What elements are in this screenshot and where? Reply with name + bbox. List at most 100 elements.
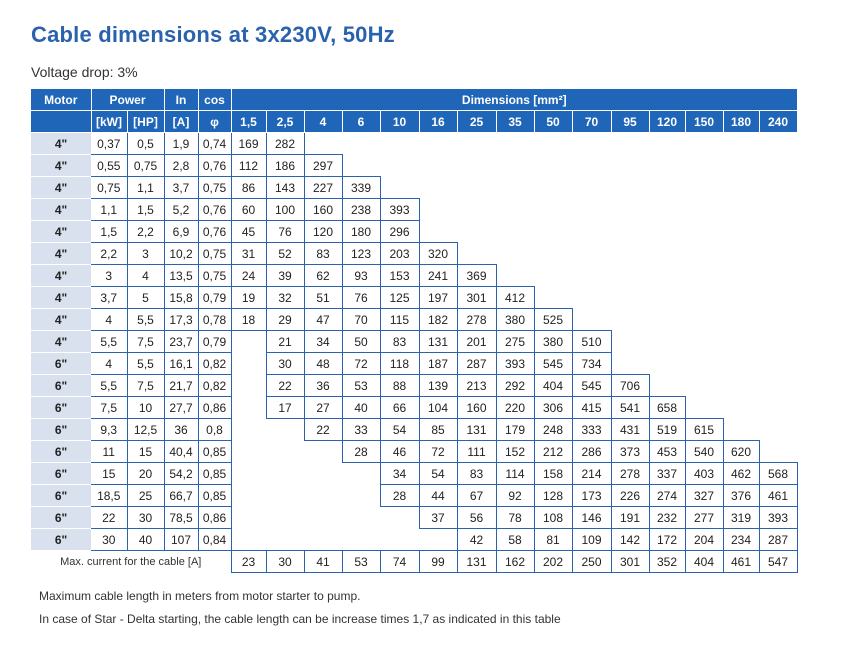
power-kw-cell: 15 [91,462,128,485]
cable-length-cell: 47 [303,308,343,331]
cable-length-cell: 275 [495,330,535,353]
cos-phi-cell: 0,75 [198,264,232,287]
empty-cell [611,177,649,199]
header-size-3: 6 [342,110,381,133]
cable-length-cell: 108 [533,506,573,529]
cable-length-cell: 158 [533,462,573,485]
cable-length-cell: 287 [758,528,798,551]
power-kw-cell: 5,5 [91,374,128,397]
table-row: 6" 22 30 78,5 0,86 37 56 78 108 146 191 232 277 319 39… [31,506,798,529]
empty-cell [611,155,649,177]
motor-size-cell: 4" [31,330,91,353]
cable-length-cell: 30 [265,352,305,375]
empty-cell [685,177,723,199]
power-kw-cell: 3,7 [91,286,128,309]
cable-length-cell: 125 [379,286,420,309]
power-kw-cell: 1,1 [91,198,128,221]
current-cell: 40,4 [164,440,199,463]
cable-length-cell: 29 [265,308,305,331]
cable-length-cell: 278 [456,308,497,331]
cable-length-cell: 380 [495,308,535,331]
power-kw-cell: 22 [91,506,128,529]
cable-length-cell: 19 [230,286,267,309]
empty-cell [649,353,685,375]
empty-cell [231,331,266,353]
empty-cell [611,353,649,375]
empty-cell [649,221,685,243]
power-kw-cell: 4 [91,352,128,375]
cable-length-cell: 172 [648,528,686,551]
cable-length-cell: 100 [265,198,305,221]
empty-cell [723,331,759,353]
cable-length-cell: 568 [758,462,798,485]
current-cell: 1,9 [164,132,199,155]
empty-cell [649,199,685,221]
cable-length-cell: 62 [303,264,343,287]
cable-length-cell: 197 [418,286,458,309]
cable-length-cell: 187 [418,352,458,375]
power-kw-cell: 30 [91,528,128,551]
empty-cell [534,287,572,309]
cable-length-cell: 238 [341,198,381,221]
empty-cell [380,155,419,177]
header-size-11: 120 [649,110,686,133]
empty-cell [572,221,611,243]
power-hp-cell: 30 [127,506,165,529]
max-current-value: 53 [341,550,381,573]
table-row: 6" 7,5 10 27,7 0,86 17 27 40 66 104 160 220 306 415 54… [31,396,797,419]
empty-cell [649,177,685,199]
table-row: 6" 30 40 107 0,84 42 58 81 109 142 172 204 234 287 [31,528,798,551]
empty-cell [266,529,304,551]
empty-cell [759,309,797,331]
empty-cell [685,155,723,177]
power-hp-cell: 4 [127,264,165,287]
cable-length-cell: 86 [230,176,267,199]
cable-length-cell: 28 [341,440,381,463]
empty-cell [342,529,380,551]
empty-cell [419,155,457,177]
cable-length-cell: 72 [418,440,458,463]
motor-size-cell: 6" [31,396,91,419]
motor-size-cell: 4" [31,220,91,243]
current-cell: 2,8 [164,154,199,177]
cable-length-cell: 36 [303,374,343,397]
cable-length-cell: 179 [495,418,535,441]
max-current-value: 547 [758,550,798,573]
power-kw-cell: 0,75 [91,176,128,199]
table-row: 4" 1,5 2,2 6,9 0,76 45 76 120 180 296 [31,220,797,243]
cos-phi-cell: 0,85 [198,462,232,485]
cable-length-cell: 461 [758,484,798,507]
cable-length-cell: 31 [230,242,267,265]
power-hp-cell: 40 [127,528,165,551]
empty-cell [457,243,496,265]
empty-cell [496,199,534,221]
motor-size-cell: 4" [31,286,91,309]
motor-size-cell: 6" [31,506,91,529]
table-row: 6" 18,5 25 66,7 0,85 28 44 67 92 128 173 226 274 327 3… [31,484,798,507]
cable-length-cell: 27 [303,396,343,419]
cos-phi-cell: 0,82 [198,352,232,375]
empty-cell [611,133,649,155]
table-row: 4" 2,2 3 10,2 0,75 31 52 83 123 203 320 [31,242,797,265]
header-motor: Motor [31,89,92,111]
table-row: 4" 0,75 1,1 3,7 0,75 86 143 227 339 [31,176,797,199]
cos-phi-cell: 0,75 [198,176,232,199]
cable-length-cell: 37 [418,506,458,529]
power-hp-cell: 10 [127,396,165,419]
cos-phi-cell: 0,76 [198,220,232,243]
cable-length-cell: 337 [648,462,686,485]
empty-cell [534,155,572,177]
empty-cell [759,155,797,177]
current-cell: 13,5 [164,264,199,287]
motor-size-cell: 4" [31,198,91,221]
empty-cell [534,177,572,199]
cable-length-cell: 112 [230,154,267,177]
header-size-0: 1,5 [231,110,267,133]
empty-cell [534,133,572,155]
table-body: 4" 0,37 0,5 1,9 0,74 169 282 4" 0,55 0,75 2,8 0,76 1… [31,132,798,573]
cable-length-cell: 152 [495,440,535,463]
current-cell: 36 [164,418,199,441]
cable-length-cell: 393 [495,352,535,375]
cable-length-cell: 658 [648,396,686,419]
empty-cell [649,309,685,331]
